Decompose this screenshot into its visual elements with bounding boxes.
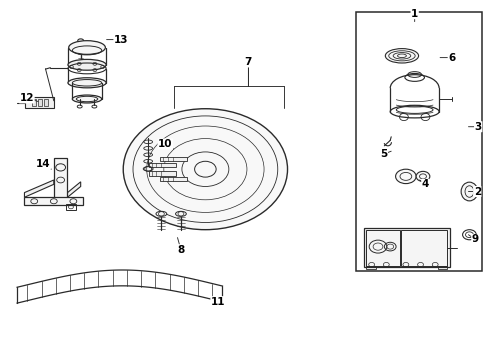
- Ellipse shape: [385, 49, 418, 63]
- Text: 2: 2: [468, 186, 480, 197]
- Ellipse shape: [68, 78, 106, 88]
- Bar: [364, 228, 449, 267]
- Text: 7: 7: [244, 57, 252, 86]
- Text: 13: 13: [106, 35, 128, 45]
- Text: 11: 11: [210, 297, 225, 307]
- Bar: [355, 12, 481, 271]
- Bar: [54, 158, 67, 198]
- Bar: [66, 204, 76, 210]
- Ellipse shape: [415, 171, 429, 181]
- Text: 4: 4: [419, 179, 428, 189]
- Text: 6: 6: [439, 53, 454, 63]
- Bar: [365, 266, 375, 269]
- Bar: [25, 97, 54, 108]
- Ellipse shape: [68, 59, 106, 70]
- Ellipse shape: [68, 41, 105, 54]
- Bar: [437, 266, 447, 269]
- Bar: [38, 99, 42, 106]
- Text: 3: 3: [468, 122, 481, 132]
- Text: 12: 12: [20, 93, 38, 103]
- Text: 5: 5: [380, 149, 390, 159]
- Text: 10: 10: [158, 139, 173, 149]
- Ellipse shape: [395, 169, 415, 184]
- Polygon shape: [24, 180, 54, 197]
- Bar: [160, 157, 187, 161]
- Text: 8: 8: [177, 238, 184, 255]
- Bar: [24, 197, 83, 205]
- Bar: [400, 230, 447, 266]
- Ellipse shape: [156, 211, 166, 216]
- Bar: [160, 177, 187, 181]
- Bar: [32, 99, 36, 106]
- Text: 9: 9: [468, 234, 478, 244]
- Bar: [149, 163, 176, 167]
- Text: 1: 1: [410, 9, 417, 22]
- Ellipse shape: [175, 211, 186, 216]
- Bar: [44, 99, 48, 106]
- Bar: [365, 230, 399, 266]
- Ellipse shape: [460, 182, 477, 201]
- Circle shape: [123, 109, 287, 230]
- Polygon shape: [67, 182, 81, 197]
- Text: 14: 14: [36, 159, 51, 169]
- Bar: [149, 171, 176, 176]
- Ellipse shape: [78, 39, 83, 42]
- Ellipse shape: [72, 95, 102, 103]
